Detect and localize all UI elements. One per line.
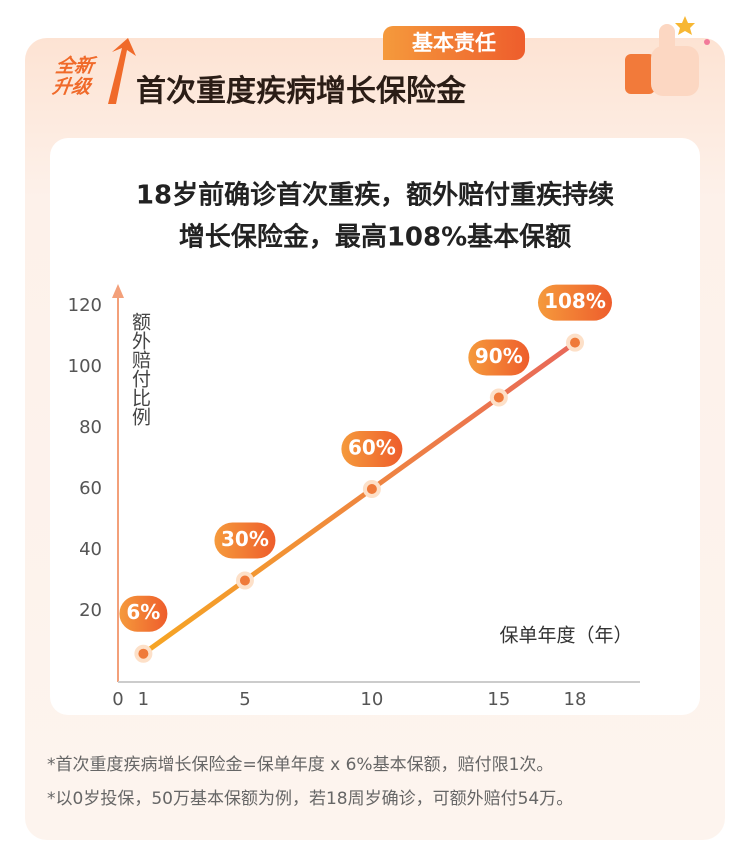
value-label: 30%: [221, 527, 269, 551]
thumb-icon: [625, 16, 710, 96]
value-label: 60%: [348, 436, 396, 460]
y-axis-label: 额外赔付比例: [129, 312, 151, 426]
point: [134, 644, 153, 663]
chart-title: 增长保险金，最高108%基本保额: [179, 222, 571, 253]
value-label: 6%: [126, 600, 160, 624]
x-tick-label: 18: [564, 689, 587, 710]
y-tick-label: 80: [79, 417, 102, 438]
y-tick-label: 100: [68, 356, 102, 377]
y-tick-label: 120: [68, 295, 102, 316]
label-pill: [119, 595, 168, 632]
x-tick-label: 5: [239, 689, 250, 710]
chart-title: 18岁前确诊首次重疾，额外赔付重疾持续: [136, 180, 614, 211]
point: [489, 388, 508, 407]
value-label: 108%: [544, 289, 606, 313]
value-label: 90%: [475, 344, 523, 368]
label-pill: [538, 284, 612, 321]
x-tick-label: 10: [360, 689, 383, 710]
label-pill: [341, 431, 403, 467]
point: [362, 480, 381, 498]
x-tick-label: 0: [112, 689, 123, 710]
y-tick-label: 60: [79, 478, 102, 499]
logo-arrow: [108, 38, 136, 104]
section-title: 首次重度疾病增长保险金: [136, 74, 466, 109]
y-tick-label: 40: [79, 539, 102, 560]
x-tick-label: 1: [138, 689, 149, 710]
footnote: *以0岁投保，50万基本保额为例，若18周岁确诊，可额外赔付54万。: [47, 789, 574, 809]
y-tick-label: 20: [79, 600, 102, 621]
point: [235, 571, 254, 590]
badge: 基本责任: [383, 26, 525, 60]
label-pill: [468, 339, 530, 376]
line: [140, 340, 578, 657]
y-axis-arrow: [112, 284, 124, 298]
x-axis-label: 保单年度（年）: [499, 625, 632, 647]
x-tick-label: 15: [487, 689, 510, 710]
footnote: *首次重度疾病增长保险金=保单年度 x 6%基本保额，赔付限1次。: [47, 755, 554, 775]
label-pill: [214, 522, 276, 559]
point: [566, 333, 584, 352]
